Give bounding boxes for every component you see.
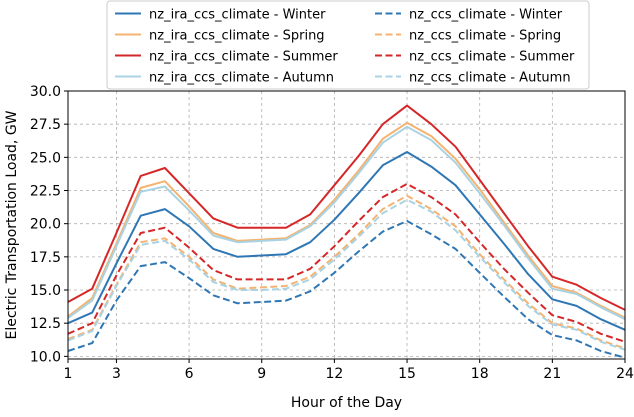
legend-label: nz_ira_ccs_climate - Autumn — [149, 71, 334, 86]
legend-label: nz_ira_ccs_climate - Summer — [149, 50, 338, 65]
series-line-4 — [67, 125, 626, 321]
series-line-1 — [67, 151, 626, 331]
x-tick-label: 15 — [398, 366, 416, 382]
x-tick-label: 1 — [64, 366, 73, 382]
series-line-7 — [67, 182, 626, 343]
y-tick-label: 27.5 — [30, 117, 61, 133]
x-tick-label: 3 — [112, 366, 121, 382]
x-tick-label: 18 — [471, 366, 489, 382]
y-tick-label: 12.5 — [30, 316, 61, 332]
series-line-5 — [67, 220, 626, 359]
y-tick-label: 30.0 — [30, 84, 61, 100]
y-tick-label: 17.5 — [30, 250, 61, 266]
legend-label: nz_ccs_climate - Summer — [409, 50, 575, 65]
plot-frame — [67, 90, 626, 360]
y-axis-label: Electric Transportation Load, GW — [4, 110, 20, 339]
y-axis: 10.0 12.5 15.0 17.5 20.0 22.5 25.0 27.5 30.0 — [30, 84, 68, 365]
x-axis: 1 3 6 9 12 15 18 21 24 — [64, 359, 634, 382]
series-line-3 — [67, 104, 626, 311]
y-tick-label: 20.0 — [30, 217, 61, 233]
x-tick-label: 6 — [185, 366, 194, 382]
legend-label: nz_ira_ccs_climate - Winter — [149, 8, 326, 23]
y-tick-label: 25.0 — [30, 150, 61, 166]
legend-label: nz_ccs_climate - Autumn — [409, 71, 571, 86]
y-tick-label: 10.0 — [30, 349, 61, 365]
x-tick-label: 9 — [257, 366, 266, 382]
legend-label: nz_ccs_climate - Winter — [409, 8, 563, 23]
plot-area — [67, 90, 626, 360]
legend-label: nz_ccs_climate - Spring — [409, 29, 561, 44]
x-tick-label: 21 — [543, 366, 561, 382]
x-axis-label: Hour of the Day — [291, 395, 402, 411]
legend-frame — [106, 0, 590, 90]
series-line-8 — [67, 198, 626, 351]
x-tick-label: 12 — [325, 366, 343, 382]
series-line-2 — [67, 121, 626, 319]
x-tick-label: 24 — [616, 366, 634, 382]
legend: nz_ira_ccs_climate - Winter nz_ira_ccs_cl… — [106, 0, 590, 90]
series-line-6 — [67, 194, 626, 350]
y-tick-label: 15.0 — [30, 283, 61, 299]
legend-label: nz_ira_ccs_climate - Spring — [149, 29, 325, 44]
y-tick-label: 22.5 — [30, 184, 61, 200]
